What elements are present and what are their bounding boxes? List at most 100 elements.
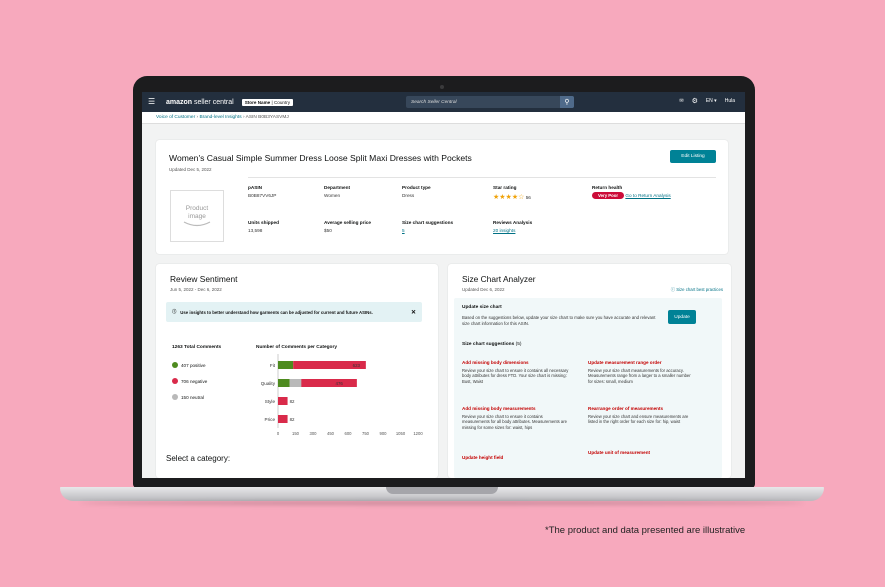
neutral-legend: 150 neutral — [172, 394, 204, 400]
update-button[interactable]: Update — [668, 310, 696, 324]
bar-segment — [278, 361, 294, 369]
size-chart-card: Size Chart Analyzer Updated Dec 6, 2022 … — [448, 264, 731, 478]
laptop-notch — [386, 487, 498, 494]
department-field: Department Women — [324, 185, 351, 198]
data-label: 476 — [336, 381, 344, 386]
mail-icon[interactable]: ✉ — [679, 98, 684, 104]
tick-label: 600 — [345, 431, 353, 436]
category-label: Style — [265, 399, 276, 404]
star-rating-icon: ★★★★ — [493, 194, 519, 201]
update-size-chart-panel: Update size chart Based on the suggestio… — [454, 298, 722, 478]
divider — [248, 177, 716, 178]
comments-bar-chart: Fit 623 Quality 476 Style 82 Price 82 0 150 300 450… — [261, 354, 423, 436]
search-icon[interactable]: ⚲ — [560, 96, 574, 108]
laptop-shadow — [80, 501, 804, 505]
suggestion-item: Rearrange order of measurements Review yo… — [588, 406, 689, 425]
camera-icon — [440, 85, 444, 89]
return-health-field: Return health Very Poor Go to Return Ana… — [592, 185, 671, 199]
language-select[interactable]: EN ▾ — [705, 98, 717, 104]
status-badge: Very Poor — [592, 192, 625, 199]
tick-label: 450 — [327, 431, 335, 436]
tick-label: 0 — [277, 431, 280, 436]
negative-legend: 706 negative — [172, 378, 207, 384]
bar-segment — [278, 415, 288, 423]
size-chart-suggestions-field: Size chart suggestions 5 — [402, 220, 454, 233]
product-image: Product image — [170, 190, 224, 242]
size-chart-updated: Updated Dec 6, 2022 — [462, 287, 505, 292]
breadcrumb-voice-of-customer[interactable]: Voice of Customer — [156, 115, 196, 120]
laptop-base — [60, 487, 824, 501]
category-label: Quality — [261, 381, 276, 386]
store-switcher[interactable]: Store Name | Country — [241, 98, 294, 106]
sentiment-range: Jun 5, 2022 - Dec 6, 2022 — [170, 287, 222, 292]
review-sentiment-title: Review Sentiment — [170, 274, 238, 284]
search-bar[interactable]: Search Seller Central ⚲ — [406, 96, 574, 108]
neutral-dot-icon — [172, 394, 178, 400]
reviews-insights-link[interactable]: 20 insights — [493, 228, 516, 233]
category-label: Price — [265, 417, 276, 422]
suggestion-item: Update unit of measurement — [588, 450, 651, 455]
info-icon: ⓘ — [670, 287, 675, 292]
update-description: Based on the suggestions below, update y… — [462, 315, 656, 326]
review-sentiment-card: Review Sentiment Jun 5, 2022 - Dec 6, 20… — [156, 264, 438, 478]
bar-segment — [278, 397, 288, 405]
tick-label: 300 — [310, 431, 318, 436]
bar-segment — [301, 379, 357, 387]
info-banner: ⓘ Use insights to better understand how … — [166, 302, 422, 322]
user-menu[interactable]: Hula — [724, 98, 735, 104]
positive-dot-icon — [172, 362, 178, 368]
chevron-right-icon: › — [242, 115, 246, 120]
total-comments: 1263 Total Comments — [172, 345, 222, 350]
pasin-field: pASIN B0B87VV6JP — [248, 185, 277, 198]
suggestion-item: Update measurement range order Review you… — [588, 360, 691, 384]
product-type-field: Product type Dress — [402, 185, 431, 198]
product-card: Women's Casual Simple Summer Dress Loose… — [156, 140, 728, 254]
bar-segment — [289, 379, 313, 387]
bar-segment — [278, 379, 290, 387]
positive-legend: 407 positive — [172, 362, 206, 368]
negative-dot-icon — [172, 378, 178, 384]
menu-icon[interactable]: ☰ — [148, 97, 156, 106]
tick-label: 1200 — [413, 431, 423, 436]
close-icon[interactable]: ✕ — [410, 309, 416, 316]
star-rating-field: Star rating ★★★★☆ 56 — [493, 185, 531, 201]
app-screen: ☰ amazon seller central Store Name | Cou… — [142, 92, 745, 478]
breadcrumb-asin: ASIN B0B3YASVMJ — [245, 115, 289, 120]
seller-central-logo[interactable]: amazon seller central — [166, 98, 234, 106]
info-icon: ⓘ — [172, 309, 177, 314]
units-shipped-field: Units shipped 13,598 — [248, 220, 279, 233]
select-category-label: Select a category: — [166, 454, 231, 463]
data-label: 82 — [290, 417, 295, 422]
disclaimer: *The product and data presented are illu… — [545, 525, 746, 536]
size-chart-title: Size Chart Analyzer — [462, 274, 536, 284]
avg-price-field: Average selling price $50 — [324, 220, 371, 233]
update-title: Update size chart — [462, 305, 502, 310]
gear-icon[interactable]: ⚙ — [691, 98, 698, 105]
tick-label: 1050 — [396, 431, 406, 436]
product-title: Women's Casual Simple Summer Dress Loose… — [169, 153, 472, 163]
tick-label: 750 — [362, 431, 370, 436]
search-input[interactable]: Search Seller Central — [411, 99, 457, 105]
best-practices-link[interactable]: ⓘ Size chart best practices — [670, 287, 723, 292]
suggestions-label: Size chart suggestions (5) — [462, 342, 522, 347]
breadcrumb: Voice of Customer › Brand-level Insights… — [142, 112, 745, 124]
bar-segment — [293, 361, 366, 369]
chart-title: Number of Comments per Category — [256, 345, 338, 350]
chevron-right-icon: › — [196, 115, 200, 120]
suggestion-item: Update height field — [462, 455, 504, 460]
nav-right: ✉ ⚙ EN ▾ Hula — [679, 97, 735, 105]
smile-icon — [183, 220, 211, 226]
reviews-analysis-field: Reviews Analysis 20 insights — [493, 220, 533, 233]
top-nav: ☰ amazon seller central Store Name | Cou… — [142, 92, 745, 112]
breadcrumb-brand-insights[interactable]: Brand-level Insights — [199, 115, 242, 120]
suggestion-item: Add missing body dimensions Review your s… — [462, 360, 569, 384]
tick-label: 150 — [292, 431, 300, 436]
return-analysis-link[interactable]: Go to Return Analysis — [625, 193, 671, 198]
data-label: 623 — [353, 363, 361, 368]
product-updated: Updated Dec 5, 2022 — [169, 167, 212, 172]
tick-label: 900 — [380, 431, 388, 436]
category-label: Fit — [270, 363, 276, 368]
size-chart-link[interactable]: 5 — [402, 228, 405, 233]
edit-listing-button[interactable]: Edit Listing — [670, 150, 716, 163]
data-label: 82 — [290, 399, 295, 404]
